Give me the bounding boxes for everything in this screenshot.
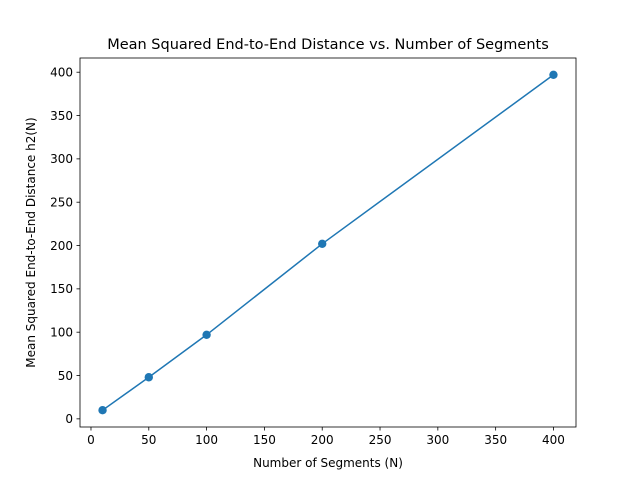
y-tick-label: 300 [50, 152, 73, 166]
x-tick-label: 50 [141, 433, 156, 447]
y-tick-label: 200 [50, 239, 73, 253]
y-axis-ticks: 0 50 100 150 200 250 300 350 400 [50, 66, 80, 426]
x-tick-label: 300 [426, 433, 449, 447]
y-tick-label: 350 [50, 109, 73, 123]
y-tick-label: 150 [50, 282, 73, 296]
x-tick-label: 200 [311, 433, 334, 447]
y-tick-label: 400 [50, 66, 73, 80]
y-tick-label: 250 [50, 196, 73, 210]
data-point [202, 330, 211, 339]
x-tick-label: 0 [87, 433, 95, 447]
x-tick-label: 250 [369, 433, 392, 447]
x-tick-label: 150 [253, 433, 276, 447]
x-tick-label: 350 [484, 433, 507, 447]
y-tick-label: 50 [58, 369, 73, 383]
chart-title: Mean Squared End-to-End Distance vs. Num… [107, 37, 549, 53]
x-axis-label: Number of Segments (N) [253, 456, 403, 470]
data-point [144, 373, 153, 382]
data-point [98, 405, 107, 415]
series-layer [98, 70, 558, 415]
x-tick-label: 100 [195, 433, 218, 447]
plot-frame [79, 57, 577, 428]
data-point [318, 239, 327, 248]
y-axis-label: Mean Squared End-to-End Distance h2(N) [24, 117, 38, 367]
y-tick-label: 100 [50, 325, 73, 339]
x-axis-ticks: 0 50 100 150 200 250 300 350 400 [87, 427, 565, 447]
x-tick-label: 400 [542, 433, 565, 447]
data-point [549, 70, 558, 80]
y-tick-label: 0 [65, 412, 73, 426]
